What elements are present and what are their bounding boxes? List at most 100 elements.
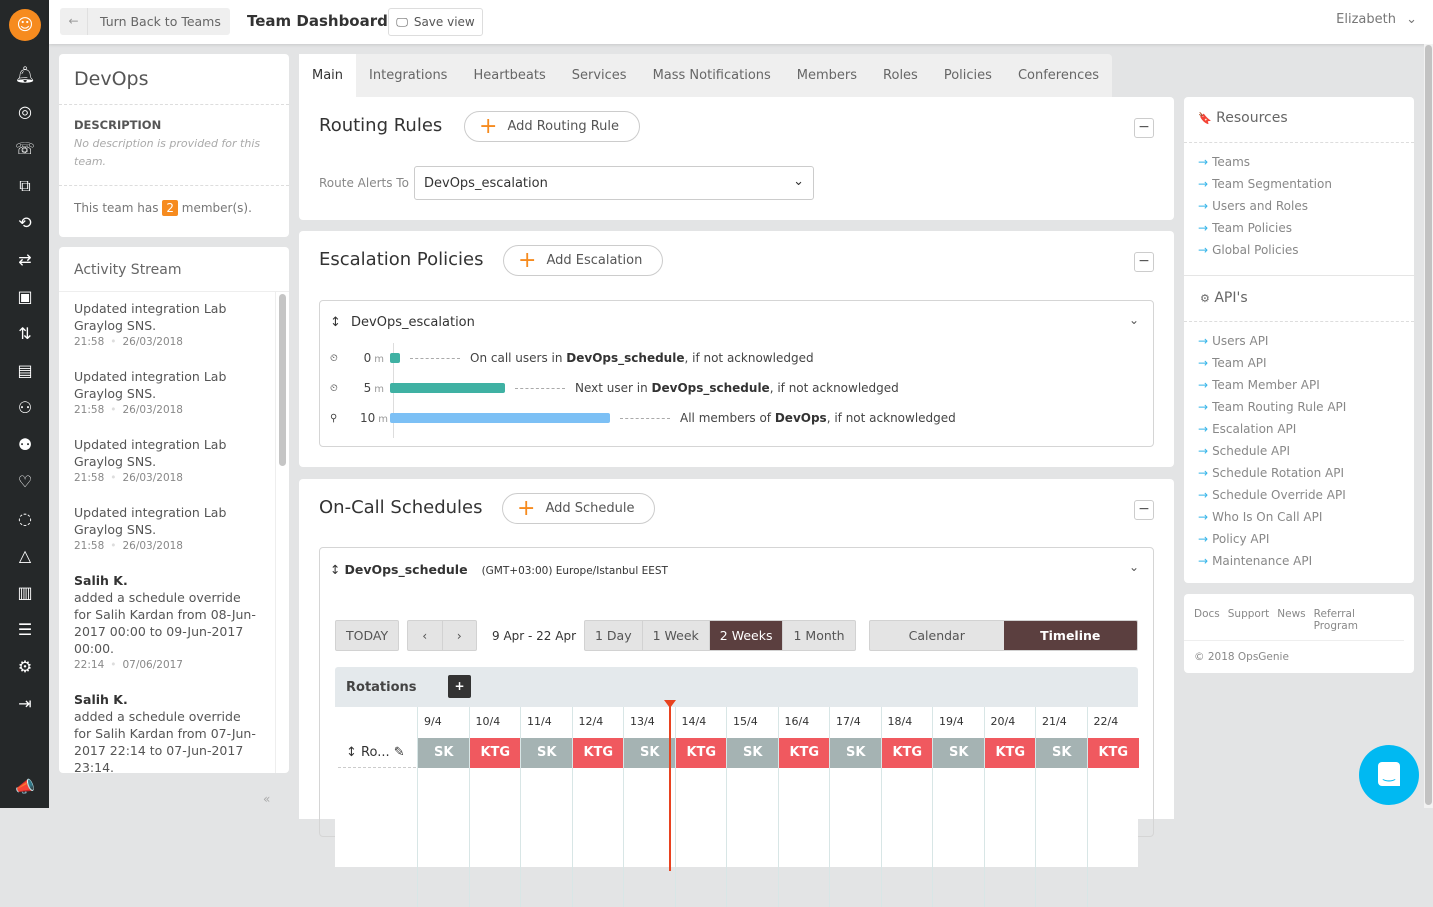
add-escalation-button[interactable]: + Add Escalation bbox=[503, 245, 664, 276]
pencil-icon[interactable]: ✎ bbox=[393, 745, 405, 760]
shift-sk[interactable]: SK bbox=[521, 738, 573, 768]
megaphone-icon[interactable]: 📣 bbox=[15, 777, 35, 796]
tab-heartbeats[interactable]: Heartbeats bbox=[473, 68, 546, 83]
api-link[interactable]: → Escalation API bbox=[1198, 422, 1297, 436]
api-link[interactable]: → Schedule Rotation API bbox=[1198, 466, 1345, 480]
add-routing-rule-button[interactable]: + Add Routing Rule bbox=[464, 111, 641, 142]
api-link[interactable]: → Maintenance API bbox=[1198, 554, 1313, 568]
shift-ktg[interactable]: KTG bbox=[1087, 738, 1139, 768]
heartbeat-icon[interactable]: ⟲ bbox=[18, 213, 32, 232]
shift-sk[interactable]: SK bbox=[727, 738, 779, 768]
save-view-button[interactable]: 🖵 Save view bbox=[388, 8, 483, 36]
resource-link[interactable]: → Team Segmentation bbox=[1198, 177, 1332, 191]
collapse-panel-icon[interactable]: « bbox=[263, 792, 271, 806]
rotation-row-label[interactable]: ↕ Ro... ✎ bbox=[338, 738, 416, 768]
view-2-weeks[interactable]: 2 Weeks bbox=[709, 621, 784, 650]
route-alerts-select[interactable]: DevOps_escalation ⌄ bbox=[414, 166, 814, 200]
shift-sk[interactable]: SK bbox=[1036, 738, 1088, 768]
bell-icon[interactable]: 🔔︎ bbox=[14, 65, 36, 84]
api-link[interactable]: → Team Routing Rule API bbox=[1198, 400, 1347, 414]
activity-scrollbar[interactable] bbox=[275, 292, 289, 773]
collapse-button[interactable]: − bbox=[1134, 118, 1154, 138]
opsgenie-logo[interactable]: ☺ bbox=[9, 9, 41, 41]
footer-link[interactable]: News bbox=[1277, 608, 1306, 620]
footer-link[interactable]: Docs bbox=[1194, 608, 1220, 620]
collapse-button[interactable]: − bbox=[1134, 252, 1154, 272]
footer-link[interactable]: Referral Program bbox=[1313, 608, 1358, 632]
runbook-icon[interactable]: ▤ bbox=[17, 361, 33, 380]
logout-icon[interactable]: ⇥ bbox=[18, 694, 32, 713]
add-rotation-button[interactable]: + bbox=[448, 675, 471, 698]
resource-link[interactable]: → Team Policies bbox=[1198, 221, 1292, 235]
shift-sk[interactable]: SK bbox=[418, 738, 470, 768]
api-link[interactable]: → Users API bbox=[1198, 334, 1269, 348]
services-icon[interactable]: △ bbox=[18, 546, 32, 565]
tab-conferences[interactable]: Conferences bbox=[1017, 68, 1099, 83]
schedule-header[interactable]: ↕ DevOps_schedule (GMT+03:00) Europe/Ist… bbox=[330, 562, 668, 577]
user-circle-icon[interactable]: ◎ bbox=[18, 102, 32, 121]
phone-forward-icon[interactable]: ☏ bbox=[14, 139, 35, 158]
activity-item: Salih K. added a schedule override for Sa… bbox=[74, 692, 256, 773]
escalation-policy: ↕ DevOps_escalation ⌄ ⏲ 0 m On call users i… bbox=[319, 300, 1154, 447]
resource-link[interactable]: → Users and Roles bbox=[1198, 199, 1308, 213]
tab-roles[interactable]: Roles bbox=[883, 68, 918, 83]
chat-launcher-button[interactable]: ‿ bbox=[1359, 745, 1419, 805]
routing-icon[interactable]: ⇄ bbox=[18, 250, 32, 269]
shift-ktg[interactable]: KTG bbox=[778, 738, 830, 768]
tab-members[interactable]: Members bbox=[796, 68, 858, 83]
footer-link[interactable]: Support bbox=[1227, 608, 1270, 620]
view-1-day[interactable]: 1 Day bbox=[585, 621, 643, 650]
resource-link[interactable]: → Global Policies bbox=[1198, 243, 1299, 257]
gear-icon[interactable]: ⚙ bbox=[17, 657, 33, 676]
reports-icon[interactable]: ▥ bbox=[17, 583, 33, 602]
user-menu[interactable]: Elizabeth ⌄ bbox=[1336, 12, 1417, 27]
tab-main[interactable]: Main bbox=[299, 54, 357, 97]
api-link[interactable]: → Policy API bbox=[1198, 532, 1270, 546]
teams-icon[interactable]: ⚉ bbox=[17, 435, 33, 454]
today-button[interactable]: TODAY bbox=[335, 620, 400, 651]
api-link[interactable]: → Who Is On Call API bbox=[1198, 510, 1323, 524]
page-scrollbar[interactable] bbox=[1424, 44, 1433, 808]
mode-calendar[interactable]: Calendar bbox=[908, 628, 965, 643]
shift-ktg[interactable]: KTG bbox=[984, 738, 1036, 768]
day-label: 18/4 bbox=[887, 715, 913, 728]
tab-integrations[interactable]: Integrations bbox=[369, 68, 448, 83]
shift-sk[interactable]: SK bbox=[933, 738, 985, 768]
back-to-teams-button[interactable]: ← Turn Back to Teams bbox=[60, 8, 230, 35]
api-link[interactable]: → Schedule Override API bbox=[1198, 488, 1346, 502]
rotation-icon[interactable]: ⇅ bbox=[18, 324, 32, 343]
chevron-down-icon[interactable]: ⌄ bbox=[1128, 313, 1139, 327]
prev-button[interactable]: ‹ bbox=[408, 621, 443, 650]
drag-handle-icon[interactable]: ↕ bbox=[330, 562, 341, 577]
shift-ktg[interactable]: KTG bbox=[572, 738, 624, 768]
shift-ktg[interactable]: KTG bbox=[469, 738, 521, 768]
collapse-button[interactable]: − bbox=[1134, 500, 1154, 520]
chevron-down-icon[interactable]: ⌄ bbox=[1128, 560, 1139, 574]
tab-mass-notifications[interactable]: Mass Notifications bbox=[652, 68, 771, 83]
tab-policies[interactable]: Policies bbox=[943, 68, 992, 83]
shift-sk[interactable]: SK bbox=[830, 738, 882, 768]
shift-ktg[interactable]: KTG bbox=[675, 738, 727, 768]
mode-timeline[interactable]: Timeline bbox=[1003, 621, 1137, 650]
next-button[interactable]: › bbox=[456, 628, 462, 643]
api-link[interactable]: → Team API bbox=[1198, 356, 1267, 370]
tab-services[interactable]: Services bbox=[571, 68, 627, 83]
heart-icon[interactable]: ♡ bbox=[17, 472, 33, 491]
calendar-icon[interactable]: ▣ bbox=[17, 287, 33, 306]
view-1-month[interactable]: 1 Month bbox=[793, 628, 845, 643]
integrations-icon[interactable]: ⧉ bbox=[19, 176, 31, 195]
api-link[interactable]: → Schedule API bbox=[1198, 444, 1291, 458]
shift-sk[interactable]: SK bbox=[624, 738, 676, 768]
chat-icon[interactable]: ◌ bbox=[18, 509, 32, 528]
add-schedule-button[interactable]: + Add Schedule bbox=[502, 493, 656, 524]
api-link[interactable]: → Team Member API bbox=[1198, 378, 1320, 392]
resource-link[interactable]: → Teams bbox=[1198, 155, 1251, 169]
users-icon[interactable]: ⚇ bbox=[17, 398, 33, 417]
escalation-policy-name[interactable]: ↕ DevOps_escalation bbox=[330, 315, 475, 330]
shift-ktg[interactable]: KTG bbox=[881, 738, 933, 768]
policies-icon[interactable]: ☰ bbox=[17, 620, 33, 639]
drag-handle-icon[interactable]: ↕ bbox=[330, 315, 341, 330]
drag-handle-icon[interactable]: ↕ bbox=[346, 745, 357, 760]
view-1-week[interactable]: 1 Week bbox=[643, 621, 710, 650]
arrow-right-icon: → bbox=[1198, 243, 1209, 257]
